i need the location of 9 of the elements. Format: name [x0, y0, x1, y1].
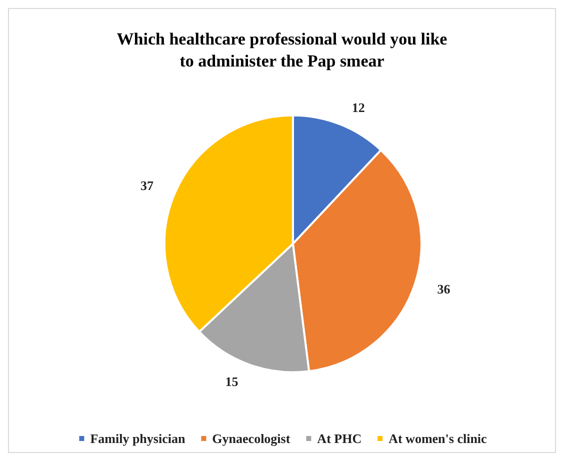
data-label: 12 [352, 100, 365, 116]
data-label: 36 [437, 282, 451, 297]
legend-label: Family physician [90, 431, 186, 446]
data-label: 15 [225, 374, 239, 390]
chart-title: Which healthcare professional would you like to administer the Pap smear [116, 30, 448, 70]
legend-label: At PHC [317, 431, 362, 446]
data-label: 37 [140, 178, 154, 194]
legend-label: At women's clinic [388, 431, 488, 446]
legend-label: Gynaecologist [212, 431, 291, 446]
